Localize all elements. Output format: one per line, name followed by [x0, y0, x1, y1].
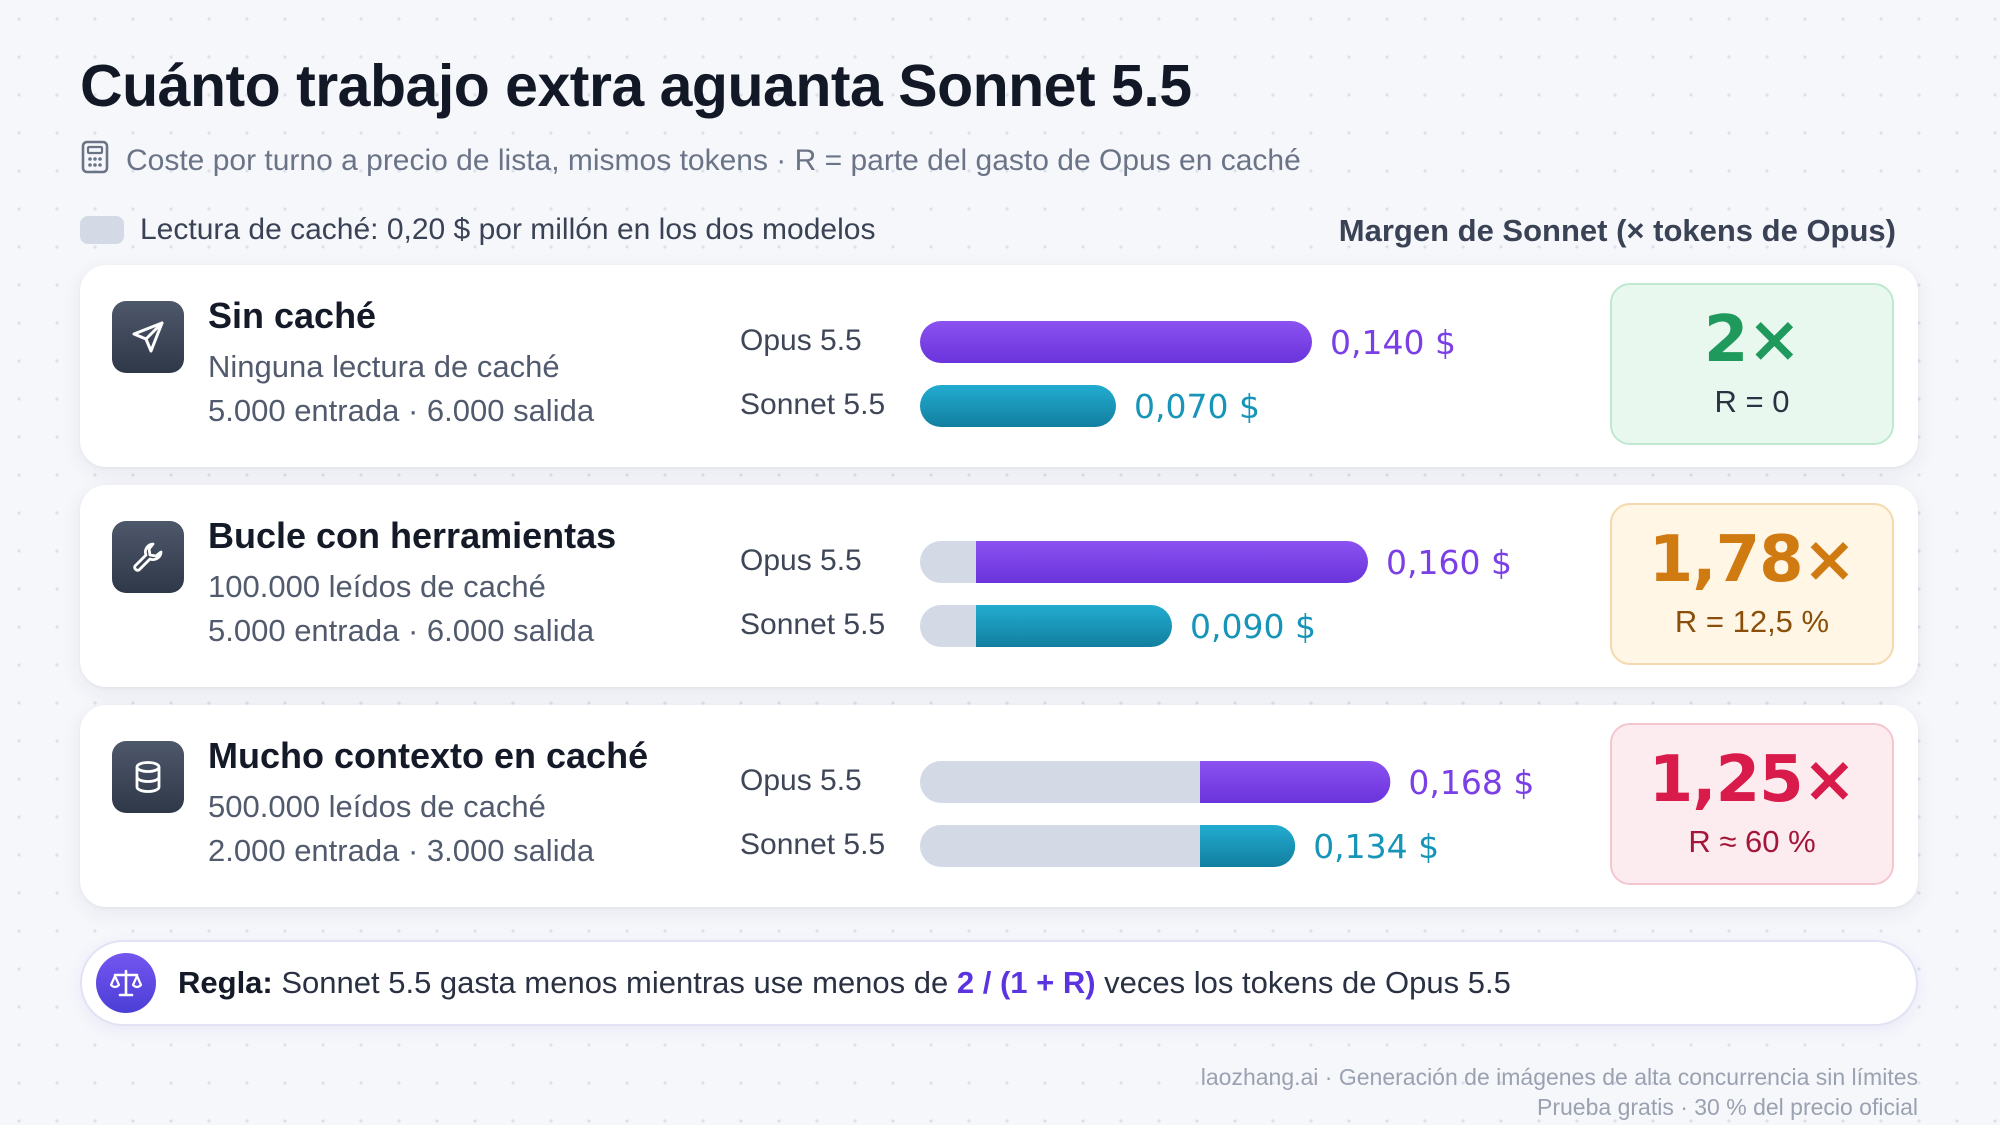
bar-value-label: 0,168 $ — [1408, 763, 1534, 802]
scenario-card: Mucho contexto en caché 500.000 leídos de… — [80, 705, 1918, 907]
opus-bar — [920, 321, 1312, 363]
legend-cache-swatch — [80, 216, 124, 244]
cache-segment — [920, 761, 1200, 803]
scenario-title: Sin caché — [208, 295, 377, 336]
rule-formula: 2 / (1 + R) — [956, 965, 1096, 1000]
scenario-title: Bucle con herramientas — [208, 515, 617, 556]
margin-multiplier: 2× — [1703, 303, 1801, 377]
rule-label: Regla: — [178, 965, 273, 1000]
cache-segment — [920, 825, 1200, 867]
rule-text-before: Sonnet 5.5 gasta menos mientras use meno… — [272, 965, 957, 1000]
margin-badge: 2× R = 0 — [1610, 283, 1894, 445]
series-label: Sonnet 5.5 — [740, 828, 886, 861]
sonnet-bar — [976, 605, 1172, 647]
scenario-cache-reads: 500.000 leídos de caché — [208, 789, 546, 824]
scenario-tokens: 5.000 entrada · 6.000 salida — [208, 613, 595, 648]
scale-icon — [96, 953, 156, 1013]
footer: laozhang.ai · Generación de imágenes de … — [1201, 1062, 1918, 1122]
bar-value-label: 0,070 $ — [1134, 387, 1260, 426]
bar-value-label: 0,160 $ — [1386, 543, 1512, 582]
subtitle: Coste por turno a precio de lista, mismo… — [80, 140, 1301, 182]
footer-line-1: laozhang.ai · Generación de imágenes de … — [1200, 1064, 1918, 1090]
margin-r-value: R = 0 — [1714, 384, 1790, 419]
series-label: Sonnet 5.5 — [740, 388, 886, 421]
legend-cache-label: Lectura de caché: 0,20 $ por millón en l… — [140, 213, 876, 246]
bar-chart: 0,140 $ 0,070 $ — [920, 321, 1456, 427]
margin-badge: 1,78× R = 12,5 % — [1610, 503, 1894, 665]
cache-segment — [920, 605, 976, 647]
scenario-title: Mucho contexto en caché — [208, 735, 649, 776]
scenario-tokens: 2.000 entrada · 3.000 salida — [208, 833, 595, 868]
margin-badge: 1,25× R ≈ 60 % — [1610, 723, 1894, 885]
bar-value-label: 0,134 $ — [1313, 827, 1439, 866]
margin-r-value: R = 12,5 % — [1674, 604, 1830, 639]
series-label: Opus 5.5 — [740, 324, 862, 357]
margin-multiplier: 1,25× — [1648, 743, 1857, 817]
series-label: Opus 5.5 — [740, 764, 862, 797]
send-icon — [112, 301, 184, 373]
footer-line-2: Prueba gratis · 30 % del precio oficial — [1537, 1094, 1918, 1120]
series-label: Sonnet 5.5 — [740, 608, 886, 641]
opus-bar — [976, 541, 1368, 583]
legend: Lectura de caché: 0,20 $ por millón en l… — [80, 213, 875, 247]
wrench-icon — [112, 521, 184, 593]
bar-chart: 0,160 $ 0,090 $ — [920, 541, 1512, 647]
page-title: Cuánto trabajo extra aguanta Sonnet 5.5 — [80, 53, 1192, 119]
sonnet-bar — [920, 385, 1116, 427]
bar-chart: 0,168 $ 0,134 $ — [920, 761, 1534, 867]
series-label: Opus 5.5 — [740, 544, 862, 577]
sonnet-bar — [1200, 825, 1296, 867]
calculator-icon — [80, 140, 110, 182]
opus-bar — [1200, 761, 1391, 803]
subtitle-text: Coste por turno a precio de lista, mismo… — [126, 144, 1301, 177]
scenario-card: Sin caché Ninguna lectura de caché 5.000 e… — [80, 265, 1918, 467]
scenario-cache-reads: 100.000 leídos de caché — [208, 569, 546, 604]
margin-column-header: Margen de Sonnet (× tokens de Opus) — [1338, 213, 1896, 248]
database-icon — [112, 741, 184, 813]
bar-value-label: 0,090 $ — [1190, 607, 1316, 646]
bar-value-label: 0,140 $ — [1330, 323, 1456, 362]
margin-multiplier: 1,78× — [1648, 523, 1857, 597]
rule-banner: Regla: Sonnet 5.5 gasta menos mientras u… — [80, 940, 1918, 1026]
scenario-card: Bucle con herramientas 100.000 leídos de … — [80, 485, 1918, 687]
scenario-cache-reads: Ninguna lectura de caché — [208, 349, 560, 384]
cache-segment — [920, 541, 976, 583]
rule-text: Regla: Sonnet 5.5 gasta menos mientras u… — [178, 965, 1511, 1001]
rule-text-after: veces los tokens de Opus 5.5 — [1095, 965, 1511, 1000]
scenario-tokens: 5.000 entrada · 6.000 salida — [208, 393, 595, 428]
margin-r-value: R ≈ 60 % — [1688, 824, 1816, 859]
